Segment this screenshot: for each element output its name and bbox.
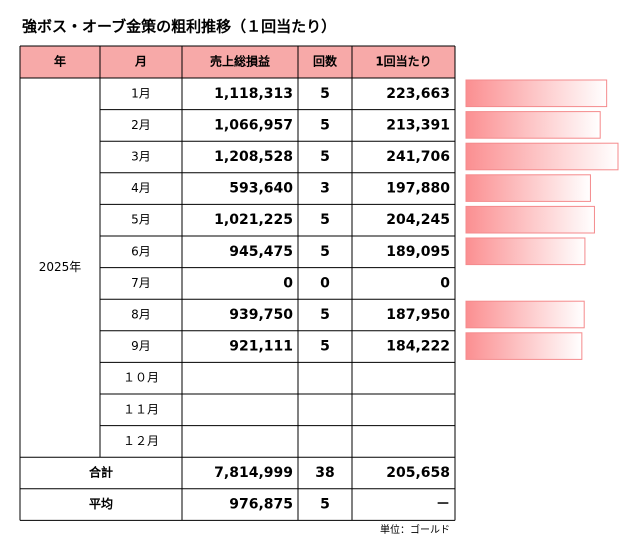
count-cell: 5 (320, 149, 330, 165)
data-bar (465, 142, 619, 171)
sales-cell: 921,111 (229, 339, 293, 355)
month-cell: 6月 (131, 244, 151, 258)
sales-cell: 939,750 (229, 307, 293, 323)
data-bar (465, 332, 583, 360)
data-bar (465, 300, 585, 329)
month-cell: １０月 (123, 371, 159, 385)
month-cell: 1月 (131, 86, 151, 100)
per-time-cell: 0 (440, 275, 450, 291)
count-cell: 5 (320, 86, 330, 102)
header-cell: 月 (134, 55, 147, 69)
average-count: 5 (320, 497, 330, 513)
per-time-cell: 241,706 (386, 149, 450, 165)
average-label: 平均 (89, 496, 113, 511)
month-cell: 5月 (131, 213, 151, 227)
sales-cell: 1,208,528 (214, 149, 293, 165)
per-time-cell: 204,245 (386, 212, 450, 228)
data-bar (465, 111, 601, 139)
sales-cell: 593,640 (229, 181, 293, 197)
total-sales: 7,814,999 (214, 465, 293, 481)
header-bg (20, 46, 455, 78)
data-bar (465, 174, 591, 202)
header-cell: 回数 (313, 54, 338, 69)
per-time-cell: 223,663 (386, 86, 450, 102)
month-cell: 3月 (131, 150, 151, 164)
data-bar (465, 205, 595, 234)
header-cell: 売上総損益 (210, 54, 270, 69)
count-cell: 5 (320, 307, 330, 323)
total-per-time: 205,658 (386, 465, 450, 481)
average-per-time: － (436, 497, 450, 513)
month-cell: １１月 (123, 402, 159, 416)
count-cell: 0 (320, 275, 330, 291)
average-sales: 976,875 (229, 497, 293, 513)
total-label: 合計 (89, 465, 113, 480)
month-cell: 9月 (131, 339, 151, 353)
total-count: 38 (315, 465, 334, 481)
count-cell: 5 (320, 339, 330, 355)
count-cell: 3 (320, 181, 330, 197)
month-cell: １２月 (123, 434, 159, 448)
month-cell: 7月 (131, 276, 151, 290)
header-cell: 年 (54, 54, 66, 69)
year-cell: 2025年 (39, 260, 82, 274)
count-cell: 5 (320, 212, 330, 228)
sales-cell: 945,475 (229, 244, 293, 260)
per-time-cell: 184,222 (386, 339, 450, 355)
sales-cell: 0 (283, 275, 293, 291)
data-bar (465, 237, 586, 266)
data-bar (465, 79, 608, 108)
per-time-cell: 189,095 (386, 244, 450, 260)
sales-cell: 1,021,225 (214, 212, 293, 228)
title: 強ボス・オーブ金策の粗利推移（１回当たり） (22, 18, 336, 36)
month-cell: 4月 (131, 181, 151, 195)
month-cell: 2月 (131, 118, 151, 132)
per-time-cell: 213,391 (386, 117, 450, 133)
sales-cell: 1,118,313 (214, 86, 293, 102)
unit-note: 単位：ゴールド (380, 523, 450, 536)
count-cell: 5 (320, 117, 330, 133)
header-cell: 1回当たり (375, 54, 431, 69)
month-cell: 8月 (131, 308, 151, 322)
per-time-cell: 197,880 (386, 181, 450, 197)
per-time-cell: 187,950 (386, 307, 450, 323)
count-cell: 5 (320, 244, 330, 260)
sales-cell: 1,066,957 (214, 117, 293, 133)
